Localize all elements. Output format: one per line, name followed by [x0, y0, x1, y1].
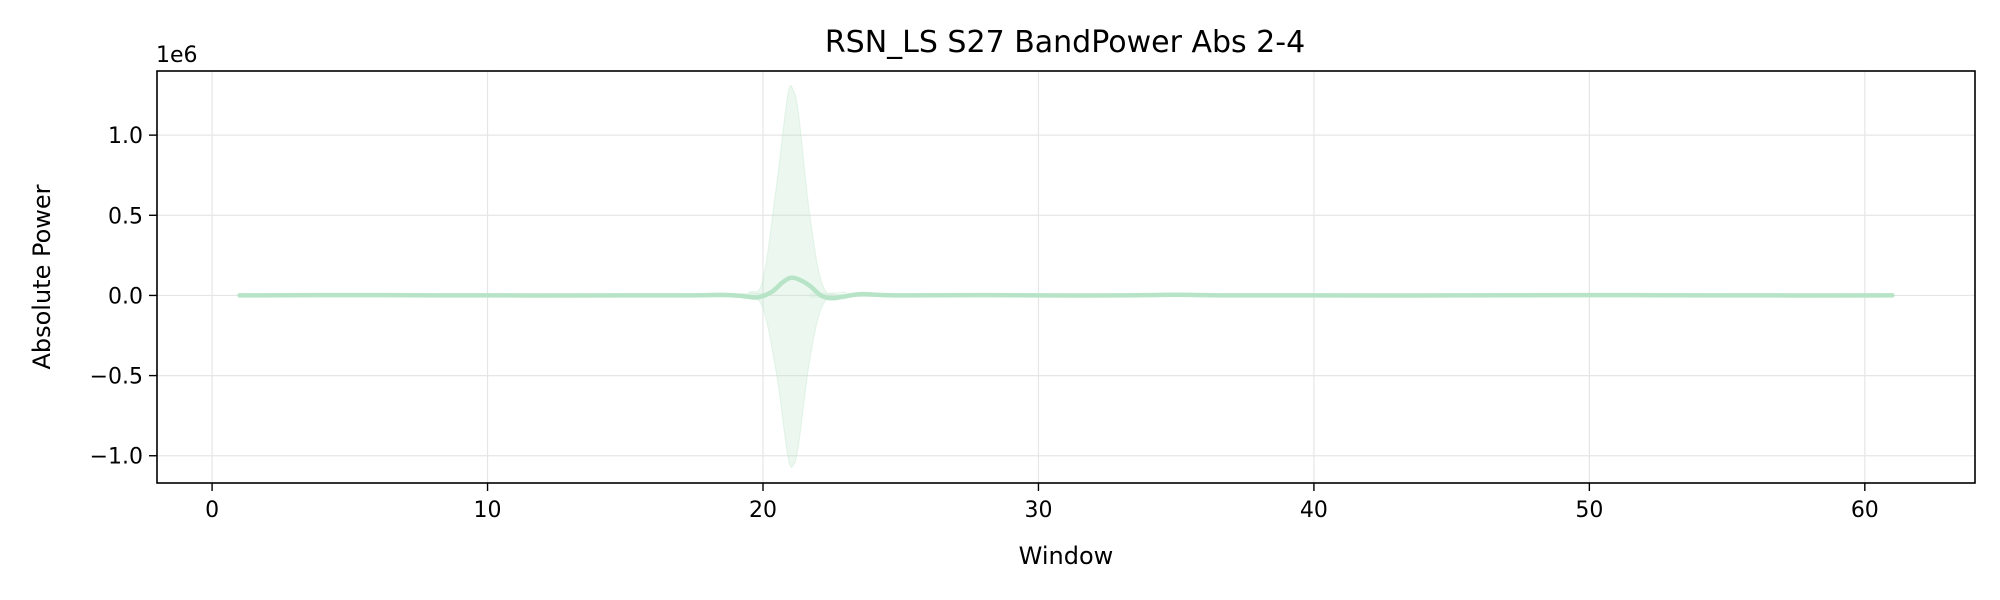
y-tick-label: 0.0: [108, 284, 143, 309]
y-offset-label: 1e6: [156, 43, 198, 68]
x-tick-label: 30: [1024, 498, 1052, 523]
y-tick-label: −1.0: [90, 445, 143, 470]
y-axis: −1.0 −0.5 0.0 0.5 1.0: [90, 124, 157, 470]
series-lines: [237, 275, 1895, 301]
x-axis: 0 10 20 30 40 50 60: [205, 483, 1879, 523]
plot-frame: [156, 70, 1976, 484]
y-tick-label: 0.5: [108, 204, 143, 229]
x-axis-label: Window: [1019, 542, 1114, 570]
y-tick-label: −0.5: [90, 365, 143, 390]
series-line: [237, 275, 1895, 301]
y-tick-label: 1.0: [108, 124, 143, 149]
chart-title: RSN_LS S27 BandPower Abs 2-4: [825, 25, 1305, 60]
x-tick-label: 50: [1575, 498, 1603, 523]
x-tick-label: 20: [749, 498, 777, 523]
x-tick-label: 10: [474, 498, 502, 523]
y-axis-label: Absolute Power: [28, 184, 56, 369]
x-tick-label: 0: [205, 498, 219, 523]
x-tick-label: 40: [1300, 498, 1328, 523]
x-tick-label: 60: [1851, 498, 1879, 523]
